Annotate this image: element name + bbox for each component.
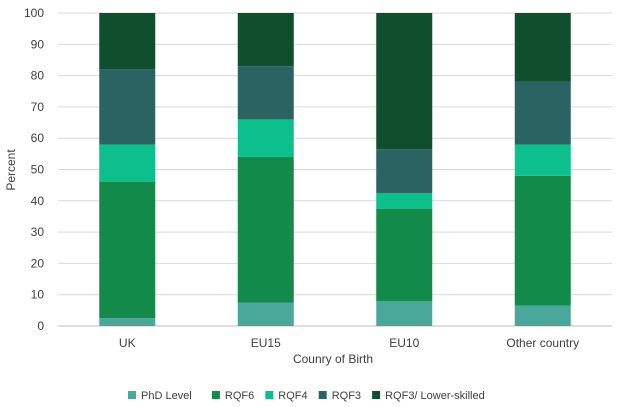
y-tick-label: 90 bbox=[31, 37, 45, 51]
legend-item: RQF6 bbox=[211, 390, 254, 402]
x-tick-label: EU15 bbox=[251, 336, 281, 350]
bar-segment-rqf3-eu15 bbox=[237, 66, 294, 120]
x-axis-title: Counry of Birth bbox=[293, 352, 373, 366]
bar-segment-rqf6-eu15 bbox=[237, 156, 294, 303]
bar-segment-phd-level-uk bbox=[99, 318, 156, 326]
legend-label: RQF3/ Lower-skilled bbox=[385, 390, 485, 402]
x-tick-label: EU10 bbox=[389, 336, 419, 350]
legend-label: PhD Level bbox=[141, 390, 192, 402]
bar-segment-rqf3-lower-skilled-uk bbox=[99, 13, 156, 70]
bar-segment-phd-level-other-country bbox=[514, 305, 571, 326]
bar-segment-rqf3-uk bbox=[99, 69, 156, 145]
legend-swatch bbox=[265, 391, 274, 399]
y-tick-label: 100 bbox=[24, 6, 44, 20]
legend-swatch bbox=[211, 391, 220, 399]
legend: PhD Level RQF6 RQF4 RQF3 RQF3/ Lower-skilled bbox=[128, 390, 485, 402]
bar-segment-rqf3-lower-skilled-other-country bbox=[514, 13, 571, 82]
bar-segment-rqf3-lower-skilled-eu10 bbox=[376, 13, 433, 150]
y-axis-title: Percent bbox=[4, 149, 18, 191]
x-tick-label: UK bbox=[119, 336, 136, 350]
y-tick-label: 20 bbox=[31, 256, 45, 270]
bar-segment-rqf4-other-country bbox=[514, 144, 571, 176]
bar-segment-rqf6-uk bbox=[99, 182, 156, 319]
y-tick-label: 30 bbox=[31, 225, 45, 239]
bar-segment-rqf6-eu10 bbox=[376, 208, 433, 301]
legend-item: RQF3 bbox=[318, 390, 361, 402]
legend-label: RQF6 bbox=[225, 390, 254, 402]
legend-swatch bbox=[128, 391, 136, 399]
y-tick-label: 60 bbox=[31, 131, 45, 145]
bars bbox=[99, 13, 571, 326]
bar-segment-rqf4-uk bbox=[99, 144, 156, 183]
bar-segment-rqf3-other-country bbox=[514, 81, 571, 145]
legend-label: RQF4 bbox=[278, 390, 307, 402]
y-tick-label: 40 bbox=[31, 194, 45, 208]
x-tick-label: Other country bbox=[506, 336, 579, 350]
bar-segment-rqf3-eu10 bbox=[376, 149, 433, 193]
legend-swatch bbox=[318, 391, 327, 399]
legend-item: RQF3/ Lower-skilled bbox=[372, 390, 485, 402]
bar-segment-rqf4-eu15 bbox=[237, 119, 294, 157]
legend-label: RQF3 bbox=[332, 390, 361, 402]
legend-item: PhD Level bbox=[128, 390, 192, 402]
legend-swatch bbox=[372, 391, 381, 399]
y-tick-label: 70 bbox=[31, 100, 45, 114]
bar-segment-rqf4-eu10 bbox=[376, 192, 433, 209]
y-axis-ticks: 0 10 20 30 40 50 60 70 80 90 100 bbox=[24, 6, 44, 333]
x-axis-ticks: UK EU15 EU10 Other country bbox=[119, 336, 579, 350]
y-tick-label: 50 bbox=[31, 163, 45, 177]
bar-segment-phd-level-eu15 bbox=[237, 302, 294, 326]
y-tick-label: 10 bbox=[31, 288, 45, 302]
bar-segment-phd-level-eu10 bbox=[376, 300, 433, 326]
bar-segment-rqf6-other-country bbox=[514, 175, 571, 306]
y-tick-label: 80 bbox=[31, 69, 45, 83]
y-tick-label: 0 bbox=[37, 319, 44, 333]
legend-item: RQF4 bbox=[265, 390, 308, 402]
bar-segment-rqf3-lower-skilled-eu15 bbox=[237, 13, 294, 67]
